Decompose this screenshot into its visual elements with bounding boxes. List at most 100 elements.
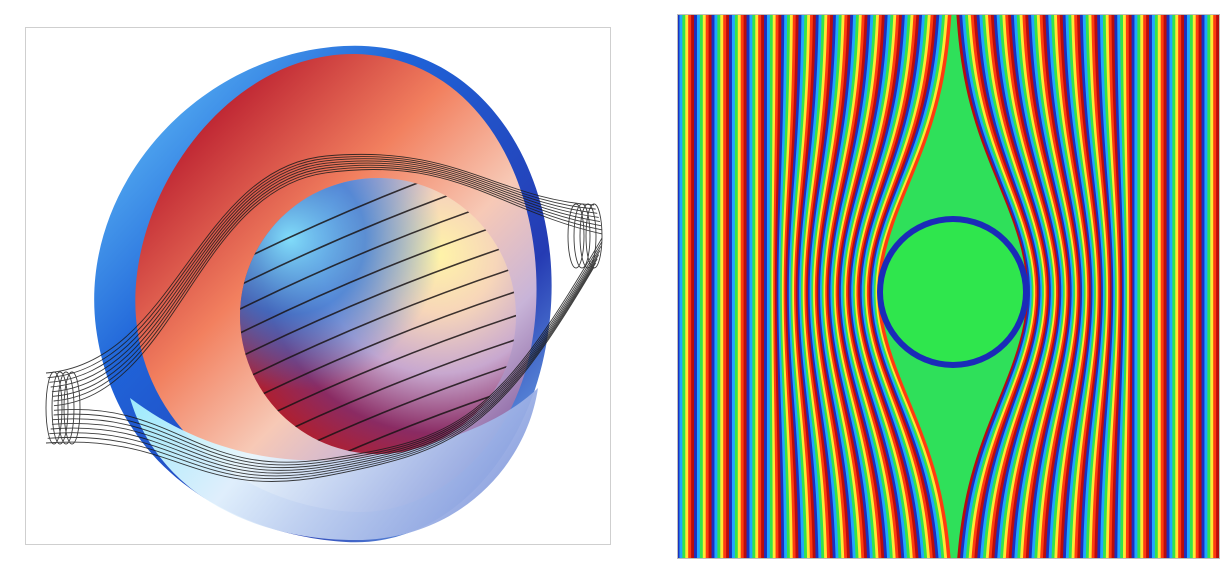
field-stripe	[714, 15, 718, 558]
field-stripe	[1033, 15, 1077, 558]
field-stripe	[1088, 15, 1110, 558]
field-stripe	[1122, 15, 1131, 558]
field-stripe	[1071, 15, 1100, 558]
field-stripe	[1192, 15, 1197, 558]
field-stripe	[1059, 15, 1093, 558]
sphere-ray-line	[240, 281, 516, 413]
field-stripe	[1002, 15, 1058, 558]
field-stripe	[1048, 15, 1086, 558]
field-stripe	[840, 15, 892, 558]
field-stripe	[1036, 15, 1079, 558]
field-stripe	[844, 15, 897, 558]
field-stripe	[1051, 15, 1088, 558]
field-stripe	[755, 15, 759, 558]
ray-line	[51, 162, 601, 393]
field-stripe	[866, 15, 935, 558]
field-stripe	[1022, 15, 1070, 558]
field-stripe	[830, 15, 874, 558]
field-stripe	[1166, 15, 1171, 558]
field-stripe	[856, 15, 917, 558]
field-stripe	[970, 15, 1039, 558]
ray-tube-ring	[585, 203, 603, 269]
field-stripe	[1134, 15, 1138, 558]
field-stripe	[1054, 15, 1090, 558]
ray-line	[49, 258, 598, 477]
ray-line	[53, 237, 603, 463]
field-stripe	[853, 15, 912, 558]
field-stripe	[837, 15, 886, 558]
ray-line	[52, 164, 602, 397]
field-stripe	[985, 15, 1048, 558]
ray-tube-ring	[57, 371, 75, 445]
field-stripe	[1010, 15, 1064, 558]
field-stripe	[861, 15, 926, 558]
field-stripe	[761, 15, 765, 558]
ray-tube-ring	[51, 371, 69, 445]
field-stripe	[1094, 15, 1114, 558]
field-stripe	[696, 15, 701, 558]
field-stripe	[1082, 15, 1107, 558]
field-stripe	[1201, 15, 1206, 558]
field-stripe	[1091, 15, 1112, 558]
field-stripe	[1085, 15, 1109, 558]
cloaked-object	[883, 222, 1023, 362]
field-stripe	[1068, 15, 1098, 558]
field-stripe	[717, 15, 721, 558]
field-stripe	[1157, 15, 1162, 558]
field-stripe	[1151, 15, 1156, 558]
field-stripe	[832, 15, 877, 558]
field-stripe	[729, 15, 733, 558]
field-stripe	[1149, 15, 1153, 558]
field-stripe	[740, 15, 745, 558]
field-stripe	[873, 15, 946, 558]
field-stripe	[1062, 15, 1095, 558]
field-stripe	[854, 15, 915, 558]
field-stripe	[1140, 15, 1144, 558]
field-stripe	[685, 15, 689, 558]
field-stripe	[863, 15, 929, 558]
field-stripe	[749, 15, 753, 558]
field-stripe	[846, 15, 900, 558]
field-stripe	[828, 15, 872, 558]
ray-tube-ring	[573, 203, 591, 269]
field-stripe	[1013, 15, 1065, 558]
field-stripe	[1105, 15, 1121, 558]
field-stripe	[711, 15, 716, 558]
field-stripe	[1137, 15, 1141, 558]
field-stripe	[833, 15, 880, 558]
field-stripe	[967, 15, 1037, 558]
field-stripe	[1178, 15, 1182, 558]
field-stripe	[1175, 15, 1179, 558]
field-stripe	[965, 15, 1036, 558]
field-stripe	[982, 15, 1046, 558]
field-stripe	[1025, 15, 1072, 558]
field-stripe	[688, 15, 692, 558]
field-stripe	[847, 15, 903, 558]
field-stripe	[1146, 15, 1150, 558]
field-stripe	[868, 15, 938, 558]
cloak-shell-illustration	[45, 45, 603, 543]
field-stripe	[1031, 15, 1076, 558]
field-stripe	[865, 15, 932, 558]
wave-field-plot	[678, 15, 1219, 558]
field-stripe	[877, 15, 952, 558]
field-stripe	[1045, 15, 1084, 558]
field-stripe	[814, 15, 849, 558]
ray-line	[52, 246, 602, 469]
field-stripe	[1181, 15, 1185, 558]
field-stripe	[1163, 15, 1168, 558]
ray-line	[50, 254, 600, 474]
ray-tube-ring	[45, 371, 63, 445]
field-stripe	[956, 15, 1031, 558]
ray-tube-ring	[579, 203, 597, 269]
field-stripe	[1207, 15, 1211, 558]
field-stripe	[764, 15, 768, 558]
wave-field-panel	[677, 14, 1220, 559]
field-stripe	[1204, 15, 1208, 558]
field-stripe	[818, 15, 854, 558]
field-stripe	[1028, 15, 1074, 558]
field-stripe	[979, 15, 1044, 558]
field-stripe	[875, 15, 949, 558]
ray-line	[45, 153, 595, 374]
field-stripe	[1143, 15, 1147, 558]
